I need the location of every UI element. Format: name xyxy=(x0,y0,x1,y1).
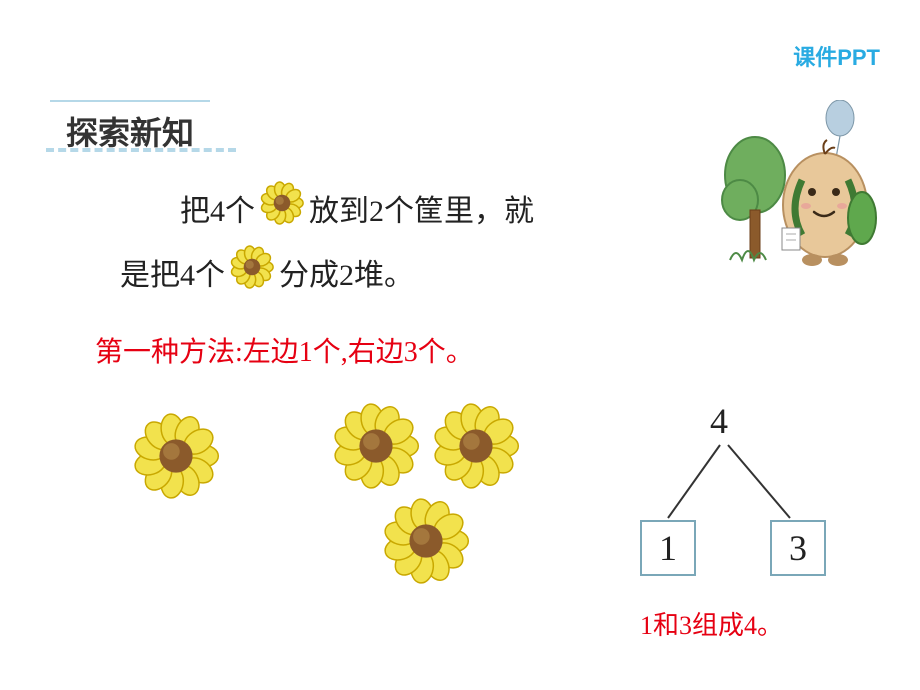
main-text-part4: 分成2堆。 xyxy=(279,249,414,303)
main-text-line-1: 把4个 放到2个筐里，就 xyxy=(120,180,680,244)
main-text: 把4个 放到2个筐里，就 是把4个 分成2堆。 xyxy=(120,180,680,308)
main-text-part1: 把4个 xyxy=(180,185,255,239)
mascot-illustration xyxy=(720,100,890,285)
section-title-underline xyxy=(46,148,236,152)
section-title-text: 探索新知 xyxy=(66,115,194,151)
bond-left-box: 1 xyxy=(640,520,696,576)
sunflower-icon xyxy=(130,410,222,507)
bond-top-number: 4 xyxy=(710,400,728,442)
sunflower-icon xyxy=(259,180,305,244)
sunflower-icon xyxy=(330,400,422,497)
method-text: 第一种方法:左边1个,右边3个。 xyxy=(95,330,474,370)
method-text-content: 第一种方法:左边1个,右边3个。 xyxy=(95,337,474,368)
composition-text-content: 1和3组成4。 xyxy=(640,611,783,640)
ppt-label-text: 课件PPT xyxy=(793,45,880,70)
number-bond: 4 1 3 xyxy=(600,400,860,600)
main-text-part2: 放到2个筐里，就 xyxy=(309,185,534,239)
sunflower-icon xyxy=(430,400,522,497)
main-text-part3: 是把4个 xyxy=(120,249,225,303)
ppt-label: 课件PPT xyxy=(793,40,880,72)
bond-left-number: 1 xyxy=(659,527,677,569)
sunflower-icon xyxy=(380,495,472,592)
composition-text: 1和3组成4。 xyxy=(640,605,783,642)
sunflower-icon xyxy=(229,244,275,308)
mascot-svg xyxy=(720,100,890,280)
main-text-line-2: 是把4个 分成2堆。 xyxy=(120,244,680,308)
bond-lines xyxy=(660,440,810,530)
section-title: 探索新知 xyxy=(50,100,210,162)
bond-right-box: 3 xyxy=(770,520,826,576)
bond-right-number: 3 xyxy=(789,527,807,569)
